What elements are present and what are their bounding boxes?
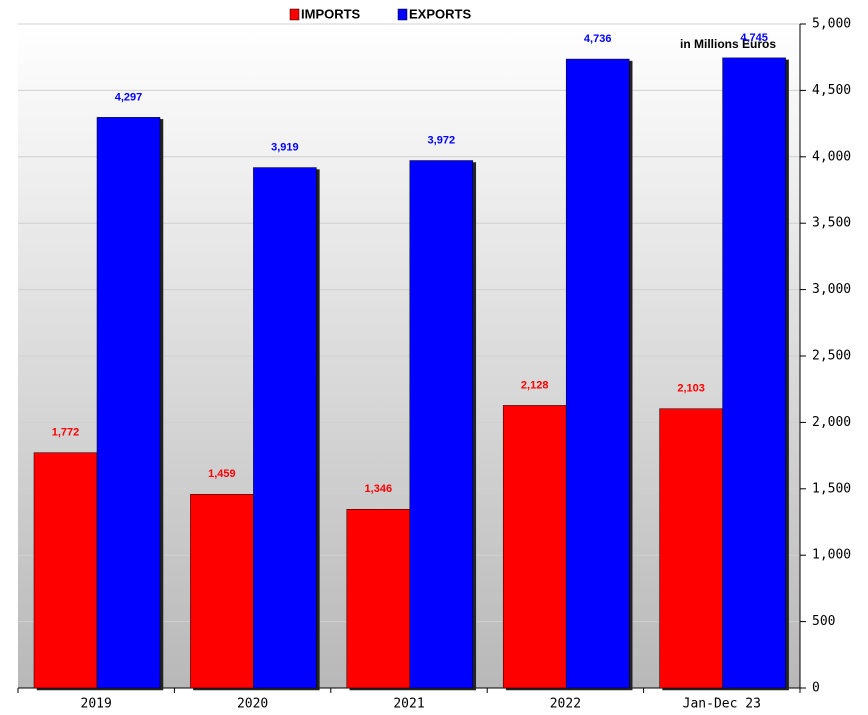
bar [502,405,567,689]
value-label: 2,128 [521,379,549,391]
x-tick-label: 2019 [81,697,112,712]
bar [722,57,786,689]
value-label: 1,772 [52,427,80,439]
y-tick-label: 2,500 [812,349,851,364]
legend-swatch [289,8,300,21]
bar [190,493,254,689]
y-tick-label: 4,000 [812,149,851,164]
y-tick-label: 500 [812,614,835,629]
bar [253,167,317,689]
annotation: in Millions Euros [680,37,776,51]
y-tick-label: 1,500 [812,481,851,496]
value-label: 1,459 [208,468,236,480]
legend-label: IMPORTS [301,6,361,21]
value-label: 3,972 [428,134,456,146]
bar [659,408,723,689]
value-label: 3,919 [271,141,299,153]
value-label: 4,297 [115,91,143,103]
y-tick-label: 3,000 [812,282,851,297]
y-tick-label: 0 [812,681,820,696]
bar [33,452,98,689]
y-tick-label: 1,000 [812,548,851,563]
x-tick-label: 2021 [393,697,424,712]
value-label: 2,103 [677,383,705,395]
legend-swatch [397,8,408,21]
bar [96,117,161,689]
value-label: 4,736 [584,33,612,45]
x-tick-label: Jan-Dec 23 [683,697,761,712]
bar [409,160,474,689]
value-label: 1,346 [365,483,393,495]
bar [565,58,630,689]
y-tick-label: 4,500 [812,83,851,98]
x-tick-label: 2022 [550,697,581,712]
y-tick-label: 2,000 [812,415,851,430]
x-tick-label: 2020 [237,697,268,712]
legend-label: EXPORTS [409,6,471,21]
y-tick-label: 3,500 [812,216,851,231]
y-tick-label: 5,000 [812,17,851,32]
value-label: 4,745 [740,32,768,44]
bar [346,509,411,689]
